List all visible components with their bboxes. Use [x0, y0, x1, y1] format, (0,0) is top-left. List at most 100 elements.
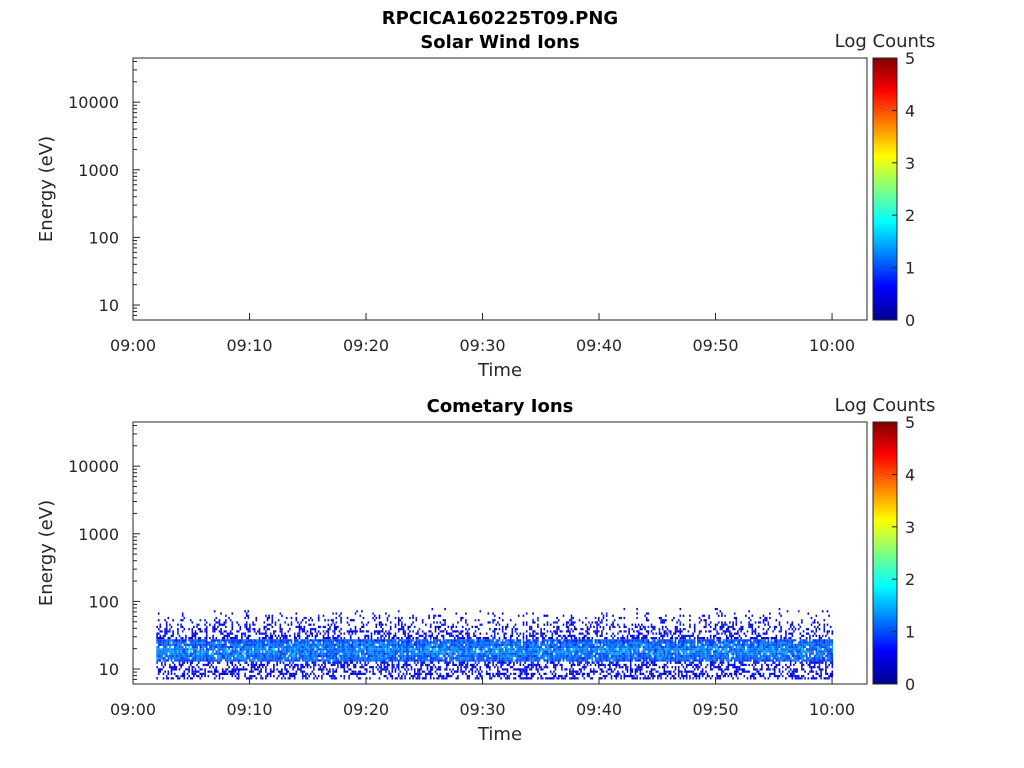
heatmap-cell [437, 645, 440, 649]
heatmap-cell [343, 641, 346, 644]
heatmap-cell [455, 650, 458, 653]
heatmap-cell [529, 648, 531, 651]
heatmap-cell [468, 670, 470, 673]
heatmap-cell [306, 630, 309, 633]
heatmap-cell [634, 639, 637, 642]
heatmap-cell [377, 650, 379, 653]
heatmap-cell [229, 619, 232, 622]
heatmap-cell [426, 652, 429, 655]
heatmap-cell [197, 661, 200, 664]
heatmap-cell [289, 650, 291, 653]
heatmap-cell [258, 630, 261, 633]
heatmap-cell [572, 654, 574, 658]
heatmap-cell [162, 650, 165, 653]
heatmap-cell [481, 659, 483, 662]
heatmap-cell [404, 639, 406, 642]
heatmap-cell [225, 672, 227, 676]
heatmap-cell [313, 668, 315, 671]
heatmap-cell [367, 641, 370, 644]
heatmap-cell [237, 677, 240, 680]
heatmap-cell [413, 625, 416, 629]
heatmap-cell [436, 621, 438, 624]
heatmap-cell [245, 623, 248, 626]
heatmap-cell [189, 677, 192, 680]
heatmap-cell [361, 666, 363, 669]
heatmap-cell [620, 650, 622, 653]
heatmap-cell [215, 652, 218, 655]
heatmap-cell [247, 648, 250, 651]
heatmap-cell [385, 661, 387, 664]
heatmap-cell [458, 650, 461, 653]
heatmap-cell [412, 659, 414, 662]
heatmap-cell [415, 643, 418, 646]
heatmap-cell [559, 643, 562, 646]
heatmap-cell [269, 652, 272, 655]
heatmap-cell [338, 630, 341, 633]
heatmap-cell [162, 672, 165, 676]
heatmap-cell [612, 621, 614, 624]
heatmap-cell [194, 645, 197, 649]
heatmap-cell [521, 670, 523, 673]
heatmap-cell [599, 641, 602, 644]
heatmap-cell [625, 645, 627, 649]
heatmap-cell [637, 623, 640, 626]
heatmap-cell [477, 628, 480, 631]
heatmap-cell [269, 657, 272, 660]
heatmap-cell [540, 675, 542, 678]
heatmap-cell [169, 623, 171, 626]
heatmap-cell [156, 639, 158, 642]
heatmap-cell [234, 641, 237, 644]
heatmap-cell [223, 623, 226, 626]
heatmap-cell [546, 648, 549, 651]
heatmap-cell [169, 666, 171, 669]
heatmap-cell [561, 650, 563, 653]
heatmap-cell [519, 675, 522, 678]
heatmap-cell [377, 654, 379, 658]
heatmap-cell [377, 648, 379, 651]
heatmap-cell [396, 650, 398, 653]
heatmap-cell [613, 650, 616, 653]
heatmap-cell [237, 672, 240, 676]
heatmap-cell [556, 639, 558, 642]
heatmap-cell [193, 659, 195, 662]
heatmap-cell [314, 657, 317, 660]
heatmap-cell [263, 625, 266, 629]
heatmap-cell [637, 637, 640, 640]
heatmap-cell [626, 652, 629, 655]
heatmap-cell [537, 643, 539, 646]
heatmap-cell [285, 663, 288, 667]
heatmap-cell [625, 663, 627, 667]
heatmap-cell [295, 643, 298, 646]
heatmap-cell [469, 668, 472, 671]
heatmap-cell [417, 668, 419, 671]
heatmap-cell [473, 632, 475, 635]
heatmap-cell [420, 661, 422, 664]
heatmap-cell [196, 639, 198, 642]
heatmap-cell [261, 677, 264, 680]
colorbar-tick-label: 1 [905, 259, 915, 278]
panel-title: Solar Wind Ions [420, 32, 579, 53]
heatmap-cell [425, 657, 427, 660]
heatmap-cell [468, 643, 470, 646]
heatmap-cell [421, 648, 424, 651]
heatmap-cell [581, 639, 584, 642]
heatmap-cell [397, 621, 400, 624]
heatmap-cell [321, 668, 323, 671]
heatmap-cell [335, 628, 338, 631]
heatmap-cell [301, 657, 304, 660]
heatmap-cell [388, 648, 390, 651]
heatmap-cell [537, 659, 539, 662]
y-tick-label: 100 [88, 228, 119, 247]
heatmap-cell [381, 648, 384, 651]
heatmap-cell [492, 663, 494, 667]
heatmap-cell [266, 654, 269, 658]
heatmap-cell [577, 645, 579, 649]
heatmap-cell [535, 632, 538, 635]
heatmap-cell [308, 619, 310, 622]
heatmap-cell [349, 643, 352, 646]
heatmap-cell [300, 668, 302, 671]
heatmap-cell [316, 634, 318, 638]
heatmap-cell [204, 619, 206, 622]
heatmap-cell [396, 648, 398, 651]
heatmap-cell [265, 666, 267, 669]
